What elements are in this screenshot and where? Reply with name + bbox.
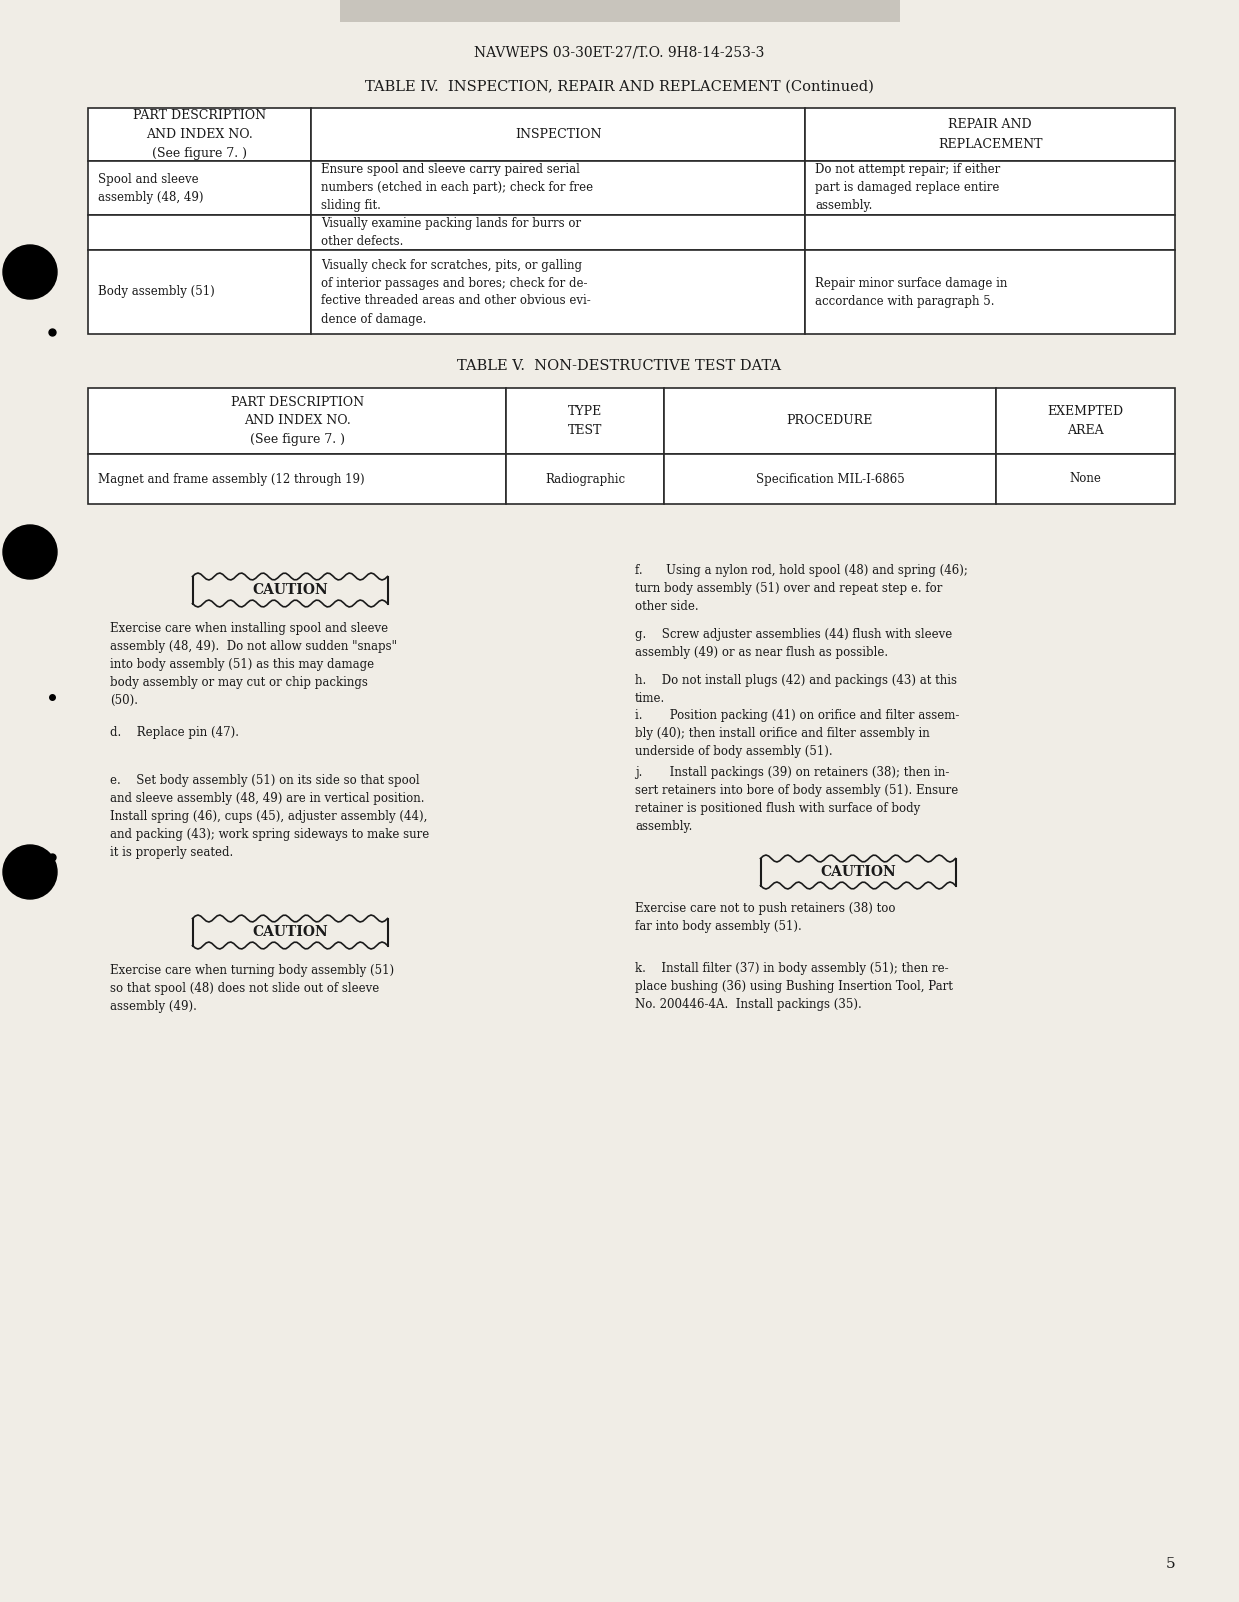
Text: TYPE
TEST: TYPE TEST [569,405,602,437]
Text: k.  Install filter (37) in body assembly (51); then re-
place bushing (36) using: k. Install filter (37) in body assembly … [636,961,953,1011]
Text: CAUTION: CAUTION [820,865,896,879]
Text: Visually examine packing lands for burrs or
other defects.: Visually examine packing lands for burrs… [321,216,581,248]
Bar [996,388,1175,453]
Text: Radiographic: Radiographic [545,473,626,485]
Text: INSPECTION: INSPECTION [515,128,601,141]
Text: d.  Replace pin (47).: d. Replace pin (47). [110,726,239,739]
Text: Repair minor surface damage in
accordance with paragraph 5.: Repair minor surface damage in accordanc… [815,277,1007,308]
Bar [996,453,1175,505]
Text: f.  Using a nylon rod, hold spool (48) and spring (46);
turn body assembly (51) : f. Using a nylon rod, hold spool (48) an… [636,564,968,614]
Circle shape [2,525,57,578]
Bar [88,215,311,250]
Text: g.  Screw adjuster assemblies (44) flush with sleeve
assembly (49) or as near fl: g. Screw adjuster assemblies (44) flush … [636,628,953,658]
Bar [805,215,1175,250]
Text: e.  Set body assembly (51) on its side so that spool
and sleeve assembly (48, 49: e. Set body assembly (51) on its side so… [110,774,429,859]
Text: PROCEDURE: PROCEDURE [787,415,873,428]
Text: None: None [1069,473,1101,485]
Text: h.  Do not install plugs (42) and packings (43) at this
time.: h. Do not install plugs (42) and packing… [636,674,957,705]
Bar [664,453,996,505]
Bar [664,388,996,453]
Text: PART DESCRIPTION
AND INDEX NO.
(See figure 7. ): PART DESCRIPTION AND INDEX NO. (See figu… [230,396,364,447]
Bar [507,453,664,505]
Text: j.   Install packings (39) on retainers (38); then in-
sert retainers into bore : j. Install packings (39) on retainers (3… [636,766,958,833]
Bar [805,160,1175,215]
Bar [311,107,805,160]
Circle shape [2,245,57,300]
Text: Spool and sleeve
assembly (48, 49): Spool and sleeve assembly (48, 49) [98,173,203,203]
Text: Magnet and frame assembly (12 through 19): Magnet and frame assembly (12 through 19… [98,473,364,485]
Text: i.   Position packing (41) on orifice and filter assem-
bly (40); then install o: i. Position packing (41) on orifice and … [636,710,959,758]
Bar [339,0,900,22]
Text: Visually check for scratches, pits, or galling
of interior passages and bores; c: Visually check for scratches, pits, or g… [321,258,591,325]
Text: TABLE V.  NON-DESTRUCTIVE TEST DATA: TABLE V. NON-DESTRUCTIVE TEST DATA [457,359,782,373]
Text: PART DESCRIPTION
AND INDEX NO.
(See figure 7. ): PART DESCRIPTION AND INDEX NO. (See figu… [133,109,266,160]
Circle shape [2,844,57,899]
Text: Ensure spool and sleeve carry paired serial
numbers (etched in each part); check: Ensure spool and sleeve carry paired ser… [321,163,593,213]
Bar [311,160,805,215]
Text: TABLE IV.  INSPECTION, REPAIR AND REPLACEMENT (Continued): TABLE IV. INSPECTION, REPAIR AND REPLACE… [366,80,873,95]
Text: REPAIR AND
REPLACEMENT: REPAIR AND REPLACEMENT [938,119,1042,151]
Bar [88,107,311,160]
Text: 5: 5 [1166,1557,1175,1572]
Bar [88,388,507,453]
Bar [805,250,1175,333]
Text: EXEMPTED
AREA: EXEMPTED AREA [1047,405,1124,437]
Text: NAVWEPS 03-30ET-27/T.O. 9H8-14-253-3: NAVWEPS 03-30ET-27/T.O. 9H8-14-253-3 [475,46,764,59]
Text: Specification MIL-I-6865: Specification MIL-I-6865 [756,473,904,485]
Text: Body assembly (51): Body assembly (51) [98,285,214,298]
Bar [88,250,311,333]
Bar [311,215,805,250]
Bar [507,388,664,453]
Text: CAUTION: CAUTION [252,583,328,598]
Text: CAUTION: CAUTION [252,924,328,939]
Text: Exercise care when turning body assembly (51)
so that spool (48) does not slide : Exercise care when turning body assembly… [110,964,394,1012]
Bar [88,160,311,215]
Bar [311,250,805,333]
Text: Exercise care when installing spool and sleeve
assembly (48, 49).  Do not allow : Exercise care when installing spool and … [110,622,396,706]
Bar [88,453,507,505]
Text: Exercise care not to push retainers (38) too
far into body assembly (51).: Exercise care not to push retainers (38)… [636,902,896,932]
Bar [805,107,1175,160]
Text: Do not attempt repair; if either
part is damaged replace entire
assembly.: Do not attempt repair; if either part is… [815,163,1001,213]
